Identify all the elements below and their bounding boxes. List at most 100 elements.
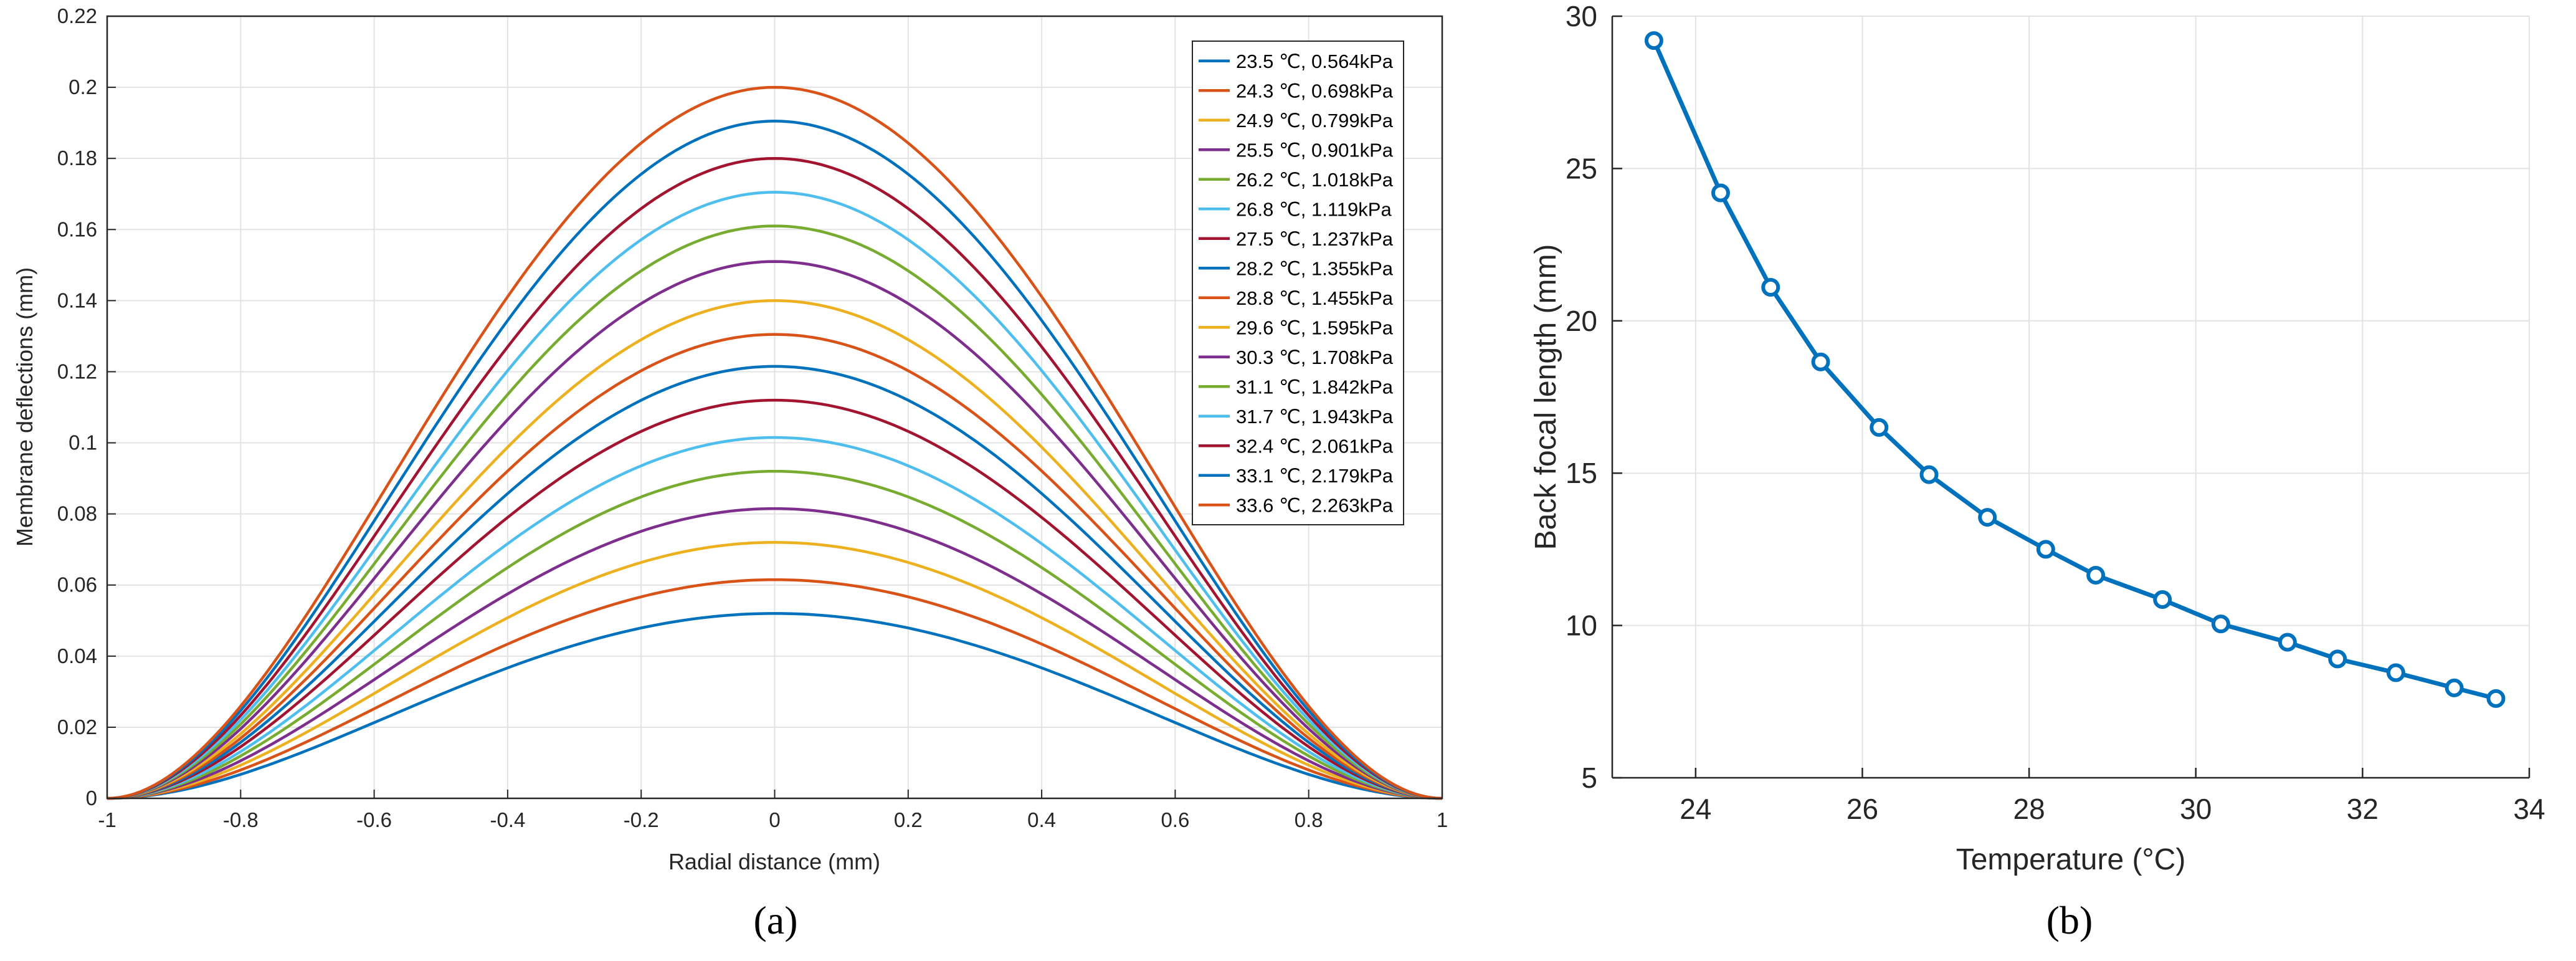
panel-label-a: (a) bbox=[753, 898, 797, 942]
chart-b-x-tick-label: 30 bbox=[2180, 793, 2212, 825]
chart-b-x-tick-label: 26 bbox=[1846, 793, 1878, 825]
chart-a-y-tick-label: 0.1 bbox=[69, 431, 97, 454]
chart-b: 24 26 28 30 32 34 5 10 15 20 25 30 Temperature (°C)… bbox=[1529, 0, 2545, 942]
chart-a-y-tick-label: 0.14 bbox=[57, 289, 97, 312]
chart-a-xlabel: Radial distance (mm) bbox=[668, 849, 880, 874]
chart-b-series bbox=[1644, 31, 2506, 708]
chart-a-ylabel: Membrane deflections (mm) bbox=[12, 267, 37, 547]
chart-a-legend-label: 33.1 ℃, 2.179kPa bbox=[1236, 465, 1394, 487]
chart-b-y-tick-label: 10 bbox=[1566, 610, 1597, 642]
chart-b-y-tick-label: 25 bbox=[1566, 152, 1597, 184]
chart-a-tick-labels: -1 -0.8 -0.6 -0.4 -0.2 0 0.2 0.4 0.6 0.8 1 0 0.02 0.0… bbox=[57, 4, 1448, 831]
chart-a-legend-box bbox=[1192, 41, 1404, 525]
chart-b-x-tick-label: 34 bbox=[2513, 793, 2545, 825]
chart-b-plot-area bbox=[1612, 16, 2529, 778]
chart-a-y-tick-label: 0.18 bbox=[57, 146, 97, 170]
chart-a-y-tick-label: 0.16 bbox=[57, 218, 97, 241]
chart-b-data-point bbox=[2211, 614, 2230, 634]
chart-a-series-line bbox=[107, 85, 1443, 800]
chart-a-legend-label: 30.3 ℃, 1.708kPa bbox=[1236, 347, 1394, 368]
chart-a-legend-label: 31.7 ℃, 1.943kPa bbox=[1236, 406, 1394, 428]
chart-b-y-tick-label: 30 bbox=[1566, 0, 1597, 32]
chart-b-data-point bbox=[2486, 689, 2506, 708]
chart-a-x-tick-label: 0.2 bbox=[894, 808, 923, 831]
chart-a-series-line bbox=[107, 541, 1443, 800]
chart-a-y-tick-label: 0.22 bbox=[57, 4, 97, 27]
chart-a-series-line bbox=[107, 469, 1443, 800]
chart-b-data-point bbox=[1978, 508, 1997, 527]
chart-a-axes-box bbox=[106, 15, 1443, 800]
chart-b-data-point bbox=[2278, 633, 2297, 652]
chart-a-x-tick-label: 0.6 bbox=[1161, 808, 1189, 831]
chart-a-series-line bbox=[107, 333, 1443, 800]
chart-a-series-line bbox=[107, 299, 1443, 800]
chart-b-y-tick-label: 15 bbox=[1566, 457, 1597, 489]
chart-a-y-tick-label: 0 bbox=[86, 786, 97, 810]
chart-b-data-point bbox=[1711, 183, 1730, 203]
chart-a-legend-label: 28.2 ℃, 1.355kPa bbox=[1236, 257, 1394, 279]
chart-a-series-line bbox=[107, 191, 1443, 800]
chart-b-data-point bbox=[2328, 649, 2347, 669]
panel-label-b: (b) bbox=[2046, 898, 2093, 942]
chart-b-y-tick-label: 5 bbox=[1581, 762, 1597, 794]
chart-a-legend-label: 26.8 ℃, 1.119kPa bbox=[1236, 198, 1392, 220]
chart-b-data-point bbox=[2086, 565, 2106, 585]
chart-a-y-tick-label: 0.04 bbox=[57, 644, 97, 667]
chart-a-x-tick-label: -0.4 bbox=[490, 808, 525, 831]
chart-a-series-line bbox=[107, 260, 1443, 800]
chart-a-legend-label: 27.5 ℃, 1.237kPa bbox=[1236, 228, 1394, 250]
chart-a-series-line bbox=[107, 612, 1443, 800]
chart-b-y-tick-label: 20 bbox=[1566, 305, 1597, 337]
chart-a-x-tick-label: 1 bbox=[1437, 808, 1448, 831]
chart-b-tick-labels: 24 26 28 30 32 34 5 10 15 20 25 30 bbox=[1566, 0, 2545, 825]
chart-a-series-line bbox=[107, 436, 1443, 800]
chart-a-y-tick-label: 0.06 bbox=[57, 573, 97, 596]
chart-a-x-tick-label: -0.2 bbox=[624, 808, 659, 831]
chart-a-series-line bbox=[107, 365, 1443, 800]
chart-a-x-tick-label: 0 bbox=[769, 808, 780, 831]
chart-a-y-tick-label: 0.02 bbox=[57, 715, 97, 739]
chart-a-legend-label: 26.2 ℃, 1.018kPa bbox=[1236, 169, 1394, 191]
chart-a-legend-label: 33.6 ℃, 2.263kPa bbox=[1236, 494, 1394, 516]
chart-a-x-tick-label: 0.8 bbox=[1295, 808, 1323, 831]
chart-a-legend-label: 24.3 ℃, 0.698kPa bbox=[1236, 80, 1394, 102]
chart-a-legend: 23.5 ℃, 0.564kPa 24.3 ℃, 0.698kPa 24.9 ℃, … bbox=[1192, 41, 1404, 525]
chart-a-x-tick-label: 0.4 bbox=[1027, 808, 1056, 831]
chart-b-data-point bbox=[1644, 31, 1663, 50]
chart-b-data-point bbox=[1870, 418, 1889, 437]
chart-b-x-tick-label: 24 bbox=[1680, 793, 1711, 825]
chart-a-series-line bbox=[107, 224, 1443, 800]
chart-a-y-tick-label: 0.08 bbox=[57, 502, 97, 525]
chart-a-y-tick-label: 0.12 bbox=[57, 360, 97, 383]
chart-b-ylabel: Back focal length (mm) bbox=[1529, 244, 1562, 550]
chart-a-legend-label: 24.9 ℃, 0.799kPa bbox=[1236, 110, 1394, 131]
chart-a-series-line bbox=[107, 578, 1443, 800]
chart-a-series bbox=[107, 85, 1443, 800]
chart-a-legend-label: 28.8 ℃, 1.455kPa bbox=[1236, 287, 1394, 309]
chart-a-x-tick-label: -0.6 bbox=[356, 808, 392, 831]
chart-a-x-tick-label: -0.8 bbox=[223, 808, 259, 831]
chart-b-data-point bbox=[1919, 465, 1939, 484]
chart-b-data-point bbox=[2036, 540, 2055, 559]
chart-a-series-line bbox=[107, 398, 1443, 800]
chart-a: -1 -0.8 -0.6 -0.4 -0.2 0 0.2 0.4 0.6 0.8 1 0 0.02 0.0… bbox=[12, 4, 1448, 942]
chart-a-x-tick-label: -1 bbox=[98, 808, 116, 831]
chart-a-series-line bbox=[107, 507, 1443, 800]
chart-a-y-tick-label: 0.2 bbox=[69, 75, 97, 98]
chart-b-data-point bbox=[1811, 352, 1830, 371]
chart-b-x-tick-label: 32 bbox=[2347, 793, 2379, 825]
chart-b-data-point bbox=[2445, 678, 2464, 697]
chart-b-data-point bbox=[1761, 278, 1780, 297]
chart-a-series-line bbox=[107, 156, 1443, 800]
chart-a-series-line bbox=[107, 120, 1443, 800]
chart-a-legend-label: 31.1 ℃, 1.842kPa bbox=[1236, 376, 1394, 398]
chart-a-legend-label: 29.6 ℃, 1.595kPa bbox=[1236, 317, 1394, 338]
chart-b-xlabel: Temperature (°C) bbox=[1956, 843, 2186, 876]
chart-b-data-point bbox=[2153, 590, 2172, 610]
chart-a-legend-label: 23.5 ℃, 0.564kPa bbox=[1236, 50, 1394, 72]
chart-a-legend-label: 25.5 ℃, 0.901kPa bbox=[1236, 139, 1394, 161]
chart-b-data-point bbox=[2386, 663, 2405, 682]
chart-b-x-tick-label: 28 bbox=[2013, 793, 2045, 825]
chart-a-legend-label: 32.4 ℃, 2.061kPa bbox=[1236, 435, 1394, 457]
